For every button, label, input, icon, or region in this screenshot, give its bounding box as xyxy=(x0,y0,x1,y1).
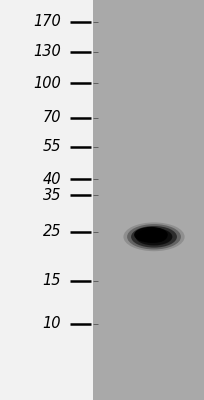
Text: 170: 170 xyxy=(33,14,61,30)
Ellipse shape xyxy=(127,224,181,250)
Ellipse shape xyxy=(141,231,167,243)
Ellipse shape xyxy=(123,222,185,251)
Text: 25: 25 xyxy=(43,224,61,240)
Text: 130: 130 xyxy=(33,44,61,60)
Text: 40: 40 xyxy=(43,172,61,187)
Text: 10: 10 xyxy=(43,316,61,332)
Text: 15: 15 xyxy=(43,273,61,288)
Ellipse shape xyxy=(136,228,172,246)
Text: 70: 70 xyxy=(43,110,61,126)
Ellipse shape xyxy=(134,227,168,243)
Text: 35: 35 xyxy=(43,188,61,203)
Ellipse shape xyxy=(131,226,177,248)
Text: 55: 55 xyxy=(43,139,61,154)
Bar xyxy=(93,0,204,400)
Text: 100: 100 xyxy=(33,76,61,91)
